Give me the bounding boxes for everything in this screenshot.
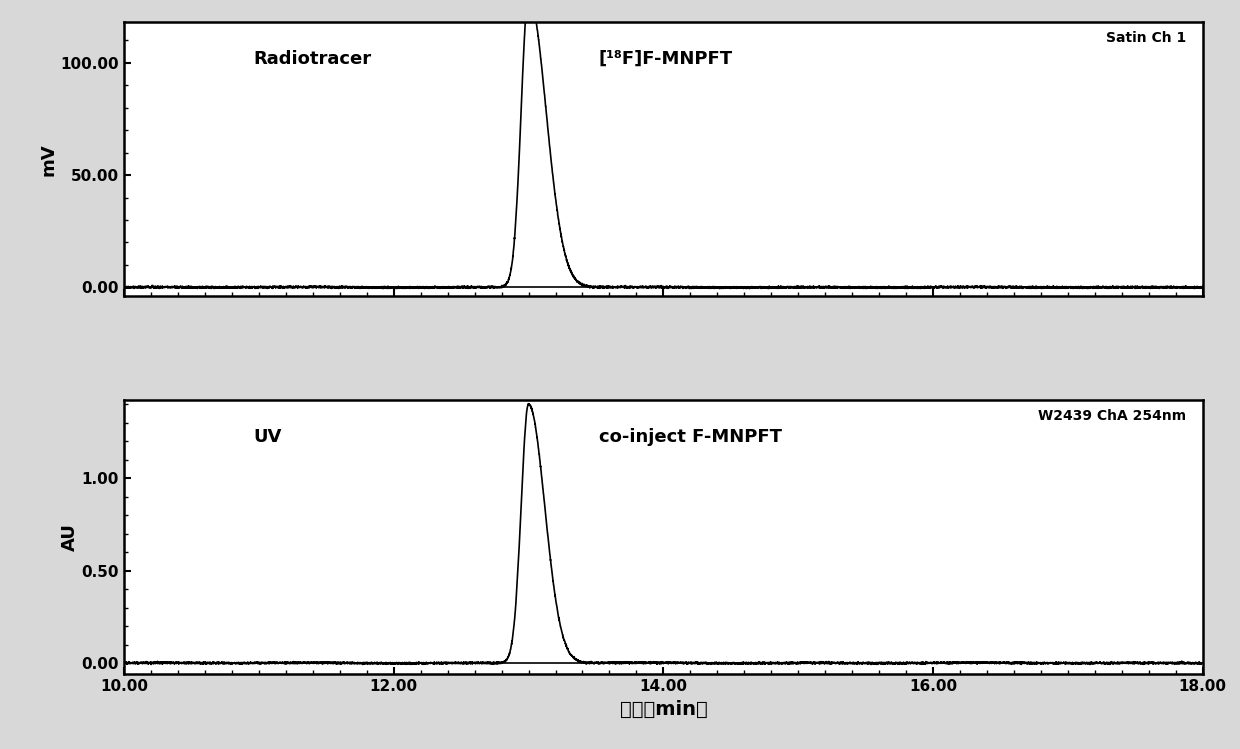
X-axis label: 时间（min）: 时间（min） [620,700,707,718]
Text: co-inject F-MNPFT: co-inject F-MNPFT [599,428,781,446]
Y-axis label: mV: mV [40,143,58,176]
Text: UV: UV [253,428,281,446]
Text: Satin Ch 1: Satin Ch 1 [1106,31,1187,45]
Text: W2439 ChA 254nm: W2439 ChA 254nm [1038,408,1187,422]
Text: [¹⁸F]F-MNPFT: [¹⁸F]F-MNPFT [599,50,733,68]
Text: Radiotracer: Radiotracer [253,50,372,68]
Y-axis label: AU: AU [61,524,79,551]
